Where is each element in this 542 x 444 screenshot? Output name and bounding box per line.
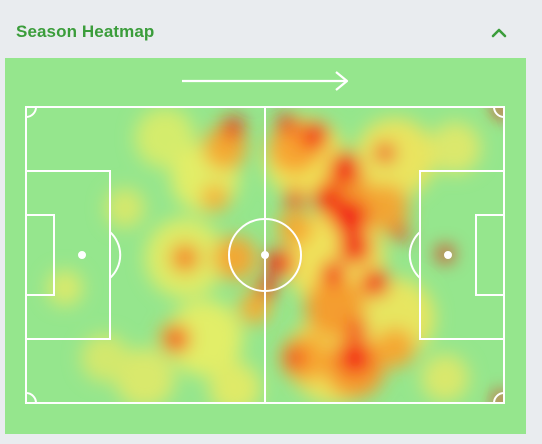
card-title: Season Heatmap: [16, 22, 155, 41]
chevron-up-icon[interactable]: [488, 22, 510, 42]
arrow-right-icon: [182, 71, 349, 91]
pitch-markings: [25, 106, 505, 404]
heatmap-layer: [47, 107, 504, 403]
card-header[interactable]: Season Heatmap: [0, 0, 542, 56]
heatmap-pitch: [5, 58, 526, 434]
